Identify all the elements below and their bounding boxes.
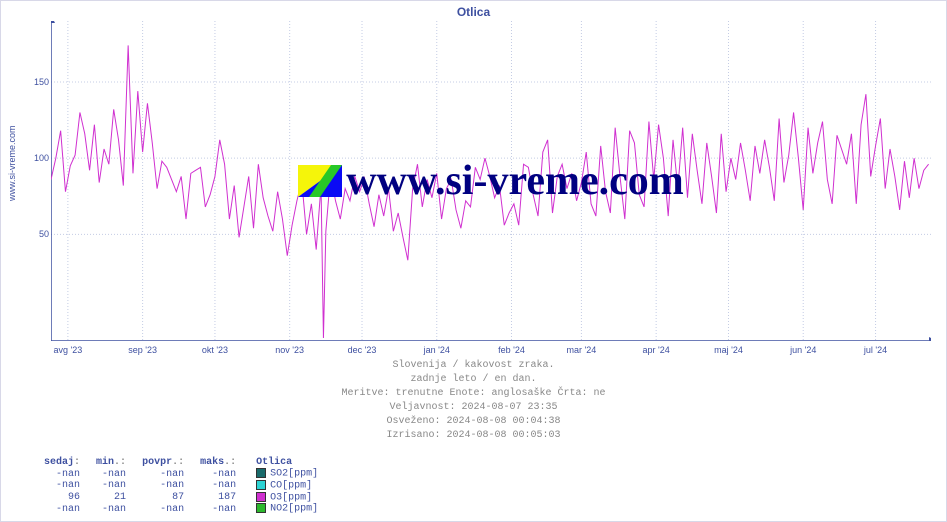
y-tick-label: 100 bbox=[34, 153, 49, 163]
x-tick-label: jun '24 bbox=[790, 345, 816, 355]
x-tick-label: avg '23 bbox=[54, 345, 83, 355]
y-tick-label: 150 bbox=[34, 77, 49, 87]
stats-cell: -nan bbox=[36, 503, 88, 515]
x-tick-label: mar '24 bbox=[567, 345, 597, 355]
caption-line: Meritve: trenutne Enote: anglosaške Črta… bbox=[1, 387, 946, 401]
table-row: -nan-nan-nan-nanCO[ppm] bbox=[36, 480, 326, 492]
legend-swatch-icon bbox=[256, 468, 266, 478]
caption-line: Izrisano: 2024-08-08 00:05:03 bbox=[1, 429, 946, 443]
table-row: 962187187 O3[ppm] bbox=[36, 492, 326, 504]
x-tick-label: nov '23 bbox=[275, 345, 304, 355]
legend-item: SO2[ppm] bbox=[244, 468, 326, 480]
table-row: -nan-nan-nan-nanSO2[ppm] bbox=[36, 468, 326, 480]
stats-cell: -nan bbox=[88, 468, 134, 480]
stats-cell: -nan bbox=[36, 468, 88, 480]
legend-item: NO2[ppm] bbox=[244, 503, 326, 515]
caption-block: Slovenija / kakovost zraka. zadnje leto … bbox=[1, 359, 946, 443]
stats-cell: -nan bbox=[192, 468, 244, 480]
legend-swatch-icon bbox=[256, 480, 266, 490]
chart-title: Otlica bbox=[1, 5, 946, 19]
legend-swatch-icon bbox=[256, 492, 266, 502]
legend-label: NO2[ppm] bbox=[270, 504, 318, 515]
chart-container: Otlica www.si-vreme.com 50100150 www.si-… bbox=[0, 0, 947, 522]
x-tick-label: feb '24 bbox=[498, 345, 525, 355]
y-tick-label: 50 bbox=[39, 229, 49, 239]
stats-header: maks.: bbox=[192, 457, 244, 468]
stats-cell: -nan bbox=[36, 480, 88, 492]
x-tick-label: okt '23 bbox=[202, 345, 228, 355]
x-tick-label: dec '23 bbox=[348, 345, 377, 355]
stats-cell: -nan bbox=[134, 503, 192, 515]
stats-cell: -nan bbox=[192, 503, 244, 515]
stats-cell: -nan bbox=[192, 480, 244, 492]
stats-cell: -nan bbox=[134, 468, 192, 480]
stats-cell: -nan bbox=[88, 480, 134, 492]
caption-line: Osveženo: 2024-08-08 00:04:38 bbox=[1, 415, 946, 429]
chart-svg bbox=[51, 21, 931, 341]
stats-cell: 96 bbox=[36, 492, 88, 504]
caption-line: zadnje leto / en dan. bbox=[1, 373, 946, 387]
x-tick-label: apr '24 bbox=[643, 345, 670, 355]
stats-cell: -nan bbox=[134, 480, 192, 492]
x-tick-label: jul '24 bbox=[864, 345, 887, 355]
stats-header: min.: bbox=[88, 457, 134, 468]
legend-header: Otlica bbox=[244, 457, 326, 468]
stats-table: sedaj:min.:povpr.:maks.:Otlica -nan-nan-… bbox=[36, 457, 326, 515]
stats-header: povpr.: bbox=[134, 457, 192, 468]
legend-label: O3[ppm] bbox=[270, 492, 312, 503]
legend-item: CO[ppm] bbox=[244, 480, 326, 492]
table-row: -nan-nan-nan-nanNO2[ppm] bbox=[36, 503, 326, 515]
legend-item: O3[ppm] bbox=[244, 492, 326, 504]
stats-cell: 87 bbox=[134, 492, 192, 504]
stats-cell: -nan bbox=[88, 503, 134, 515]
stats-cell: 187 bbox=[192, 492, 244, 504]
caption-line: Veljavnost: 2024-08-07 23:35 bbox=[1, 401, 946, 415]
legend-swatch-icon bbox=[256, 503, 266, 513]
x-axis-ticks: avg '23 sep '23 okt '23 nov '23 dec '23 jan '… bbox=[51, 345, 931, 359]
x-tick-label: jan '24 bbox=[424, 345, 450, 355]
caption-line: Slovenija / kakovost zraka. bbox=[1, 359, 946, 373]
plot-area bbox=[51, 21, 931, 341]
x-tick-label: maj '24 bbox=[714, 345, 743, 355]
x-tick-label: sep '23 bbox=[128, 345, 157, 355]
legend-label: CO[ppm] bbox=[270, 481, 312, 492]
legend-label: SO2[ppm] bbox=[270, 469, 318, 480]
stats-cell: 21 bbox=[88, 492, 134, 504]
y-axis-ticks: 50 100 150 bbox=[23, 21, 49, 341]
y-axis-label: www.si-vreme.com bbox=[7, 125, 17, 201]
stats-header: sedaj: bbox=[36, 457, 88, 468]
